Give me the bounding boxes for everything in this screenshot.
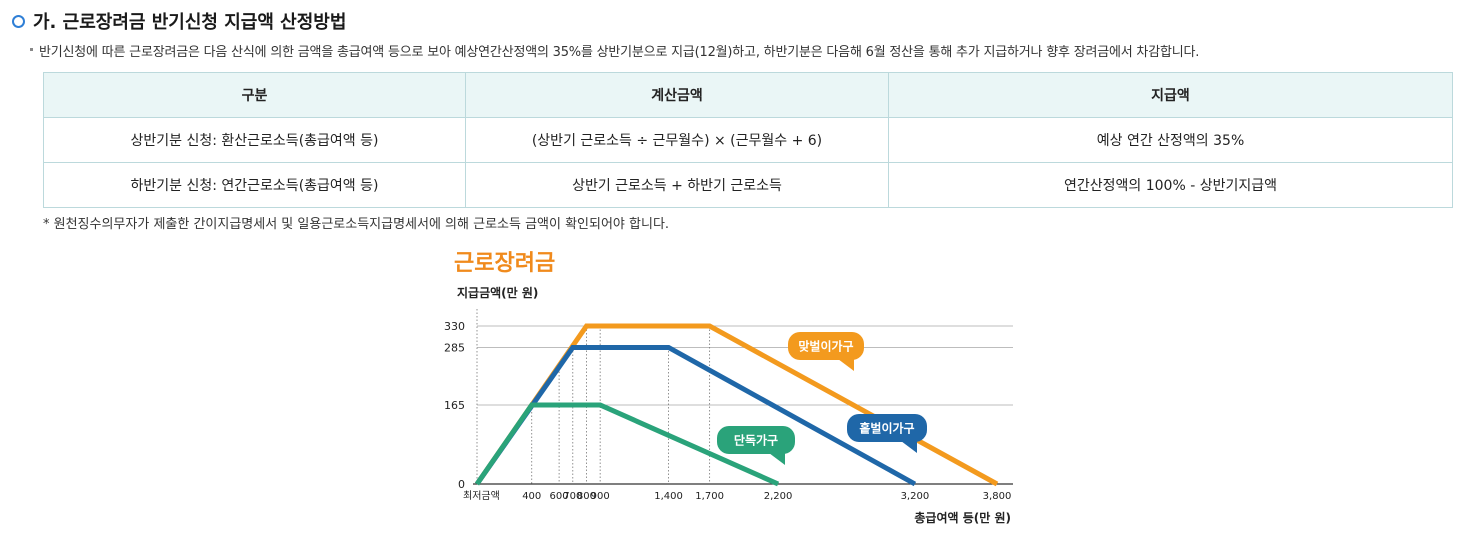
section-title: 가. 근로장려금 반기신청 지급액 산정방법 [12, 8, 346, 34]
legend-label: 단독가구 [734, 433, 778, 448]
x-tick-label: 800 [577, 491, 596, 502]
legend-bubble-tail [769, 453, 785, 465]
table-row: 상반기분 신청: 환산근로소득(총급여액 등) (상반기 근로소득 ÷ 근무월수… [43, 117, 1453, 163]
x-tick-label: 3,200 [901, 491, 930, 502]
x-axis-label: 총급여액 등(만 원) [914, 510, 1011, 525]
calculation-table: 구분 계산금액 지급액 상반기분 신청: 환산근로소득(총급여액 등) (상반기… [43, 72, 1453, 208]
legend-bubble-body [847, 414, 927, 442]
circle-bullet-icon [12, 14, 25, 28]
y-tick-label: 0 [458, 478, 465, 491]
table-cell: (상반기 근로소득 ÷ 근무월수) × (근무월수 + 6) [465, 117, 889, 163]
series-line [474, 345, 917, 487]
section-description: 반기신청에 따른 근로장려금은 다음 산식에 의한 금액을 총급여액 등으로 보… [30, 41, 1199, 60]
y-tick-label: 285 [444, 342, 465, 355]
x-tick-label: 700 [563, 491, 582, 502]
legend-bubble-tail [901, 441, 917, 453]
footnote: * 원천징수의무자가 제출한 간이지급명세서 및 일용근로소득지급명세서에 의해… [43, 217, 670, 232]
table-cell: 연간산정액의 100% - 상반기지급액 [888, 162, 1453, 208]
x-tick-label: 1,400 [654, 491, 683, 502]
table-header-cell: 구분 [43, 72, 466, 118]
section-title-text: 가. 근로장려금 반기신청 지급액 산정방법 [33, 12, 347, 33]
chart-title: 근로장려금 [454, 251, 555, 276]
description-text: 반기신청에 따른 근로장려금은 다음 산식에 의한 금액을 총급여액 등으로 보… [39, 45, 1200, 60]
table-header-row: 구분 계산금액 지급액 [43, 72, 1453, 118]
table-row: 하반기분 신청: 연간근로소득(총급여액 등) 상반기 근로소득 + 하반기 근… [43, 162, 1453, 208]
legend-bubble-tail [838, 359, 854, 371]
x-tick-label: 600 [550, 491, 569, 502]
legend-bubble-body [788, 332, 864, 360]
legend-bubble: 단독가구 [717, 426, 795, 465]
series-line [474, 402, 780, 487]
x-tick-label: 1,700 [695, 491, 724, 502]
x-tick-label: 900 [591, 491, 610, 502]
legend-bubble: 맞벌이가구 [788, 332, 864, 371]
x-tick-label: 최저금액 [463, 490, 500, 502]
y-tick-label: 330 [444, 320, 465, 333]
table-header-cell: 계산금액 [465, 72, 889, 118]
table-cell: 하반기분 신청: 연간근로소득(총급여액 등) [43, 162, 466, 208]
square-bullet-icon [30, 48, 33, 51]
table-cell: 상반기 근로소득 + 하반기 근로소득 [465, 162, 889, 208]
legend-bubble: 홑벌이가구 [847, 414, 927, 453]
legend-label: 홑벌이가구 [859, 421, 914, 436]
y-axis-label: 지급금액(만 원) [457, 285, 538, 300]
legend-label: 맞벌이가구 [798, 339, 853, 354]
table-cell: 예상 연간 산정액의 35% [888, 117, 1453, 163]
x-tick-label: 400 [522, 491, 541, 502]
table-header-cell: 지급액 [888, 72, 1453, 118]
y-tick-label: 165 [444, 399, 465, 412]
x-tick-label: 2,200 [764, 491, 793, 502]
table-cell: 상반기분 신청: 환산근로소득(총급여액 등) [43, 117, 466, 163]
x-tick-label: 3,800 [983, 491, 1012, 502]
legend-bubble-body [717, 426, 795, 454]
